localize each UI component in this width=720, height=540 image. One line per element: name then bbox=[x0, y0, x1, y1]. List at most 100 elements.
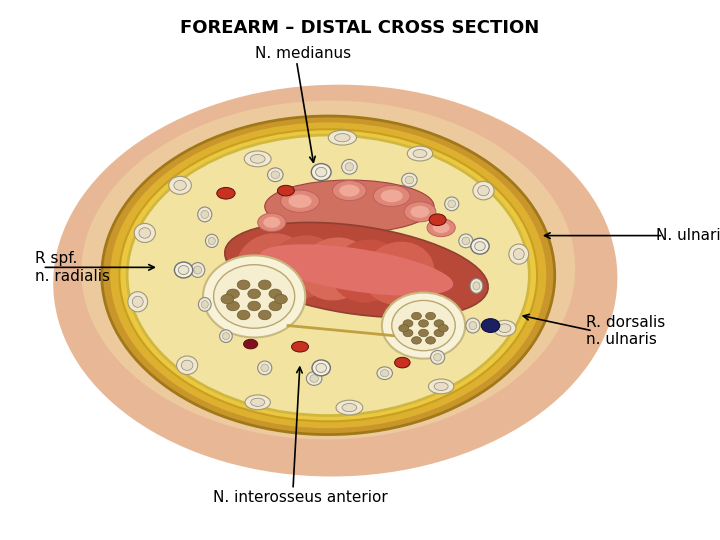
Circle shape bbox=[412, 312, 421, 320]
Ellipse shape bbox=[258, 361, 271, 375]
Ellipse shape bbox=[81, 100, 575, 440]
Ellipse shape bbox=[428, 379, 454, 394]
Circle shape bbox=[403, 329, 413, 336]
Ellipse shape bbox=[509, 244, 528, 264]
Ellipse shape bbox=[128, 292, 148, 312]
Ellipse shape bbox=[311, 164, 331, 180]
Ellipse shape bbox=[208, 237, 215, 245]
Ellipse shape bbox=[102, 116, 554, 435]
Circle shape bbox=[438, 325, 448, 332]
Ellipse shape bbox=[339, 185, 359, 197]
Ellipse shape bbox=[315, 167, 327, 177]
Ellipse shape bbox=[473, 282, 480, 290]
Circle shape bbox=[399, 325, 409, 332]
Circle shape bbox=[434, 320, 444, 327]
Ellipse shape bbox=[498, 324, 511, 333]
Ellipse shape bbox=[134, 224, 156, 242]
Ellipse shape bbox=[429, 214, 446, 226]
Ellipse shape bbox=[331, 240, 402, 302]
Circle shape bbox=[412, 336, 421, 344]
Ellipse shape bbox=[474, 242, 485, 251]
Ellipse shape bbox=[198, 207, 212, 222]
Text: R spf.
n. radialis: R spf. n. radialis bbox=[35, 251, 110, 284]
Ellipse shape bbox=[245, 395, 271, 410]
Ellipse shape bbox=[261, 364, 269, 372]
Ellipse shape bbox=[292, 341, 308, 352]
Ellipse shape bbox=[374, 185, 410, 206]
Ellipse shape bbox=[220, 330, 233, 342]
Circle shape bbox=[418, 329, 428, 336]
Circle shape bbox=[274, 294, 287, 304]
Ellipse shape bbox=[205, 234, 218, 247]
Ellipse shape bbox=[201, 211, 209, 219]
Ellipse shape bbox=[271, 171, 279, 179]
Circle shape bbox=[237, 280, 250, 289]
Ellipse shape bbox=[243, 339, 258, 349]
Ellipse shape bbox=[342, 403, 357, 411]
Ellipse shape bbox=[382, 293, 465, 359]
Circle shape bbox=[426, 336, 436, 344]
Ellipse shape bbox=[181, 360, 193, 370]
Ellipse shape bbox=[404, 202, 436, 222]
Circle shape bbox=[434, 329, 444, 336]
Text: R. dorsalis
n. ulnaris: R. dorsalis n. ulnaris bbox=[586, 315, 665, 347]
Ellipse shape bbox=[427, 219, 455, 237]
Ellipse shape bbox=[433, 222, 449, 233]
Ellipse shape bbox=[377, 367, 392, 380]
Circle shape bbox=[426, 312, 436, 320]
Ellipse shape bbox=[110, 123, 546, 428]
Ellipse shape bbox=[117, 127, 540, 423]
Ellipse shape bbox=[312, 360, 330, 376]
Ellipse shape bbox=[405, 176, 414, 184]
Ellipse shape bbox=[258, 213, 286, 232]
Text: N. interosseus anterior: N. interosseus anterior bbox=[212, 490, 387, 504]
Ellipse shape bbox=[477, 186, 490, 195]
Ellipse shape bbox=[335, 133, 350, 142]
Ellipse shape bbox=[469, 321, 477, 329]
Ellipse shape bbox=[342, 159, 357, 174]
Ellipse shape bbox=[251, 398, 265, 407]
Ellipse shape bbox=[244, 151, 271, 167]
Ellipse shape bbox=[433, 354, 441, 361]
Ellipse shape bbox=[462, 237, 469, 245]
Circle shape bbox=[258, 310, 271, 320]
Ellipse shape bbox=[179, 266, 189, 274]
Ellipse shape bbox=[310, 375, 318, 382]
Circle shape bbox=[248, 301, 261, 310]
Ellipse shape bbox=[470, 279, 483, 293]
Ellipse shape bbox=[402, 173, 417, 187]
Text: N. ulnaris: N. ulnaris bbox=[657, 228, 720, 243]
Circle shape bbox=[403, 320, 413, 327]
Ellipse shape bbox=[268, 168, 283, 181]
Ellipse shape bbox=[225, 222, 488, 318]
Ellipse shape bbox=[176, 356, 198, 375]
Ellipse shape bbox=[328, 130, 356, 145]
Ellipse shape bbox=[395, 357, 410, 368]
Circle shape bbox=[258, 280, 271, 289]
Ellipse shape bbox=[53, 85, 617, 476]
Circle shape bbox=[227, 301, 239, 310]
Ellipse shape bbox=[132, 296, 143, 307]
Ellipse shape bbox=[236, 233, 307, 296]
Ellipse shape bbox=[300, 238, 371, 300]
Text: N. medianus: N. medianus bbox=[256, 46, 351, 61]
Ellipse shape bbox=[336, 400, 363, 415]
Ellipse shape bbox=[277, 185, 294, 196]
Ellipse shape bbox=[363, 241, 434, 305]
Circle shape bbox=[269, 301, 282, 310]
Ellipse shape bbox=[493, 320, 516, 336]
Ellipse shape bbox=[513, 248, 524, 260]
Ellipse shape bbox=[434, 382, 448, 390]
Ellipse shape bbox=[217, 187, 235, 199]
Text: FOREARM – DISTAL CROSS SECTION: FOREARM – DISTAL CROSS SECTION bbox=[181, 18, 539, 37]
Ellipse shape bbox=[307, 372, 322, 386]
Ellipse shape bbox=[265, 180, 434, 233]
Circle shape bbox=[248, 289, 261, 299]
Circle shape bbox=[237, 310, 250, 320]
Ellipse shape bbox=[120, 129, 537, 421]
Circle shape bbox=[418, 320, 428, 327]
Ellipse shape bbox=[199, 298, 211, 311]
Ellipse shape bbox=[333, 180, 366, 201]
Ellipse shape bbox=[264, 217, 280, 228]
Ellipse shape bbox=[289, 194, 312, 208]
